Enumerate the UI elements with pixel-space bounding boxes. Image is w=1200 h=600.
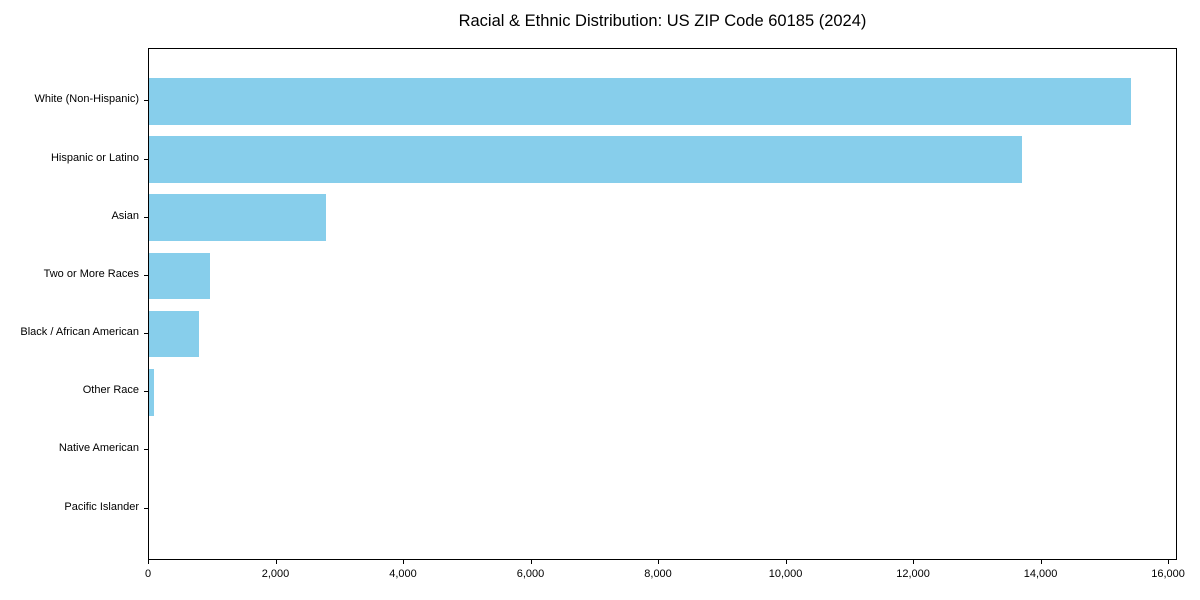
- x-tick: [403, 560, 405, 564]
- x-tick-label: 2,000: [261, 568, 290, 580]
- chart-bar: [149, 136, 1023, 183]
- y-tick: [144, 333, 148, 335]
- x-tick-label: 12,000: [896, 568, 930, 580]
- x-tick-label: 8,000: [644, 568, 672, 580]
- chart-bar: [149, 310, 200, 358]
- x-tick: [658, 560, 660, 564]
- y-tick: [144, 274, 148, 276]
- y-tick: [144, 158, 148, 160]
- chart-title: Racial & Ethnic Distribution: US ZIP Cod…: [458, 12, 867, 30]
- y-tick: [144, 391, 148, 393]
- chart-bar: [149, 78, 1131, 125]
- x-tick-label: 10,000: [768, 568, 803, 580]
- x-tick-label: 16,000: [1151, 568, 1185, 580]
- y-axis-label: Hispanic or Latino: [50, 151, 139, 164]
- chart-bar: [149, 252, 210, 300]
- x-tick: [530, 560, 532, 564]
- y-axis-label: Other Race: [82, 384, 139, 397]
- x-tick-label: 4,000: [389, 568, 417, 580]
- x-tick: [148, 560, 149, 564]
- chart-bar: [149, 369, 154, 416]
- chart-bar: [149, 194, 327, 241]
- y-tick: [144, 449, 148, 451]
- y-axis-label: Black / African American: [20, 326, 139, 339]
- y-tick: [144, 100, 148, 102]
- y-axis-label: Two or More Races: [43, 267, 139, 280]
- x-tick-label: 0: [144, 568, 152, 580]
- y-axis-label: Pacific Islander: [64, 500, 139, 513]
- x-tick-label: 6,000: [516, 568, 545, 580]
- y-tick: [144, 507, 148, 509]
- y-axis-label: Native American: [58, 442, 139, 455]
- plot-area: [148, 48, 1177, 560]
- x-tick: [1040, 560, 1042, 564]
- y-tick: [144, 216, 148, 218]
- x-tick-label: 14,000: [1023, 568, 1058, 580]
- y-axis-label: White (Non-Hispanic): [34, 93, 139, 106]
- x-tick: [785, 560, 787, 564]
- y-axis-label: Asian: [111, 209, 139, 222]
- bars-container: [149, 49, 1176, 559]
- x-tick: [275, 560, 277, 564]
- x-tick: [913, 560, 915, 564]
- x-tick: [1168, 560, 1170, 564]
